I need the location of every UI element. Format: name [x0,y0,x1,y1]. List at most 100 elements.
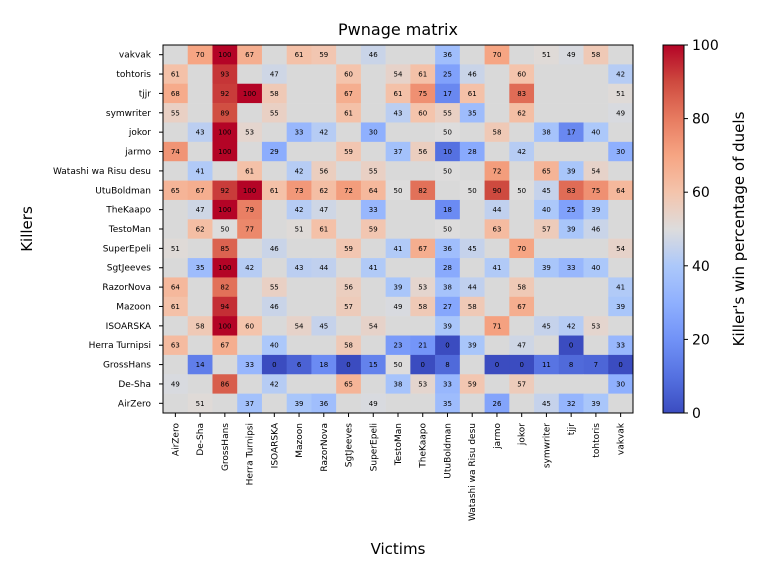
cell-value-label: 0 [272,361,276,369]
heatmap-cell [187,83,213,104]
y-tick-label: AirZero [118,399,152,409]
heatmap-cell [286,64,312,85]
heatmap-cell [360,238,386,259]
y-tick-label: GrossHans [103,361,151,371]
heatmap-cell [212,161,238,181]
cell-value-label: 67 [418,245,427,253]
heatmap-cell [534,219,560,239]
cell-value-label: 67 [344,90,353,98]
colorbar-tick-label: 80 [692,112,710,128]
cell-value-label: 59 [369,226,378,234]
y-axis-label: Killers [18,206,36,252]
heatmap-cell [163,316,189,336]
cell-value-label: 49 [616,109,625,117]
y-tick-label: Herra Turnipsi [89,341,151,351]
cell-value-label: 8 [569,361,573,369]
heatmap-cell [583,374,609,394]
heatmap-cell [459,258,485,278]
heatmap-cell [435,219,461,239]
y-tick-label: jarmo [124,148,151,158]
heatmap-cell [360,335,386,356]
cell-value-label: 46 [369,51,378,59]
heatmap-cell [509,277,535,298]
cell-value-label: 42 [245,264,254,272]
heatmap-cell [435,277,461,298]
cell-value-label: 41 [616,284,625,292]
cell-value-label: 94 [220,303,229,311]
heatmap-cell [608,141,634,162]
cell-value-label: 49 [171,380,180,388]
y-axis-ticks: vakvak tohtoris tjjr symwriter jokor jarmo Wat… [53,51,163,409]
heatmap-cell [534,335,560,356]
heatmap-cell [163,219,189,239]
heatmap-cell [410,45,436,65]
cell-value-label: 59 [319,51,328,59]
heatmap-cell [311,277,337,298]
heatmap-cell [459,277,485,298]
heatmap-cell [360,141,386,162]
cell-value-label: 46 [468,71,477,79]
cell-value-label: 86 [220,380,229,388]
heatmap-cell [608,258,634,278]
heatmap-cell [534,296,560,317]
heatmap-cell [534,64,560,85]
heatmap-cell [212,354,238,375]
heatmap-cell [385,180,411,201]
heatmap-cell [558,316,584,336]
heatmap-cell [410,335,436,356]
y-tick-label: De-Sha [118,380,151,390]
y-tick-label: TestoMan [108,225,151,235]
cell-value-label: 62 [196,226,205,234]
cell-value-label: 58 [418,303,427,311]
heatmap-cell [534,258,560,278]
heatmap-cell [360,393,386,414]
cell-value-label: 54 [394,71,403,79]
x-tick-label: TestoMan [394,423,404,466]
heatmap-cell [484,83,510,104]
cell-value-label: 41 [492,264,501,272]
heatmap-cell [187,277,213,298]
heatmap-cell [534,199,560,220]
heatmap-cell [410,277,436,298]
cell-value-label: 53 [245,129,254,137]
x-tick-label: ISOARSKA [270,422,280,468]
heatmap-cell [608,122,634,143]
cell-value-label: 92 [220,187,229,195]
heatmap-cell [212,199,238,220]
cell-value-label: 46 [591,226,600,234]
heatmap-cell [608,83,634,104]
heatmap-cell [459,83,485,104]
heatmap-cells [163,45,634,414]
cell-value-label: 0 [495,361,499,369]
heatmap-cell [311,103,337,123]
heatmap-cell [509,161,535,181]
heatmap-cell [261,141,287,162]
cell-value-label: 54 [369,322,378,330]
heatmap-cell [583,45,609,65]
heatmap-cell [163,354,189,375]
cell-value-label: 33 [616,342,625,350]
heatmap-cell [534,180,560,201]
heatmap-cell [360,103,386,123]
heatmap-cell [534,83,560,104]
heatmap-cell [509,335,535,356]
heatmap-cell [385,238,411,259]
cell-value-label: 59 [344,245,353,253]
heatmap-cell [261,45,287,65]
cell-value-label: 79 [245,206,254,214]
cell-value-label: 51 [542,51,551,59]
cell-value-label: 38 [443,284,452,292]
heatmap-cell [558,219,584,239]
y-tick-label: Mazoon [116,302,151,312]
cell-value-label: 100 [243,187,256,195]
heatmap-cell [163,103,189,123]
y-tick-label: ISOARSKA [106,322,152,332]
cell-value-label: 42 [319,129,328,137]
cell-value-label: 58 [344,342,353,350]
cell-value-label: 60 [245,322,254,330]
x-tick-label: TheKaapo [419,423,429,469]
cell-value-label: 73 [295,187,304,195]
heatmap-cell [163,199,189,220]
x-tick-label: Herra Turnipsi [246,423,256,485]
